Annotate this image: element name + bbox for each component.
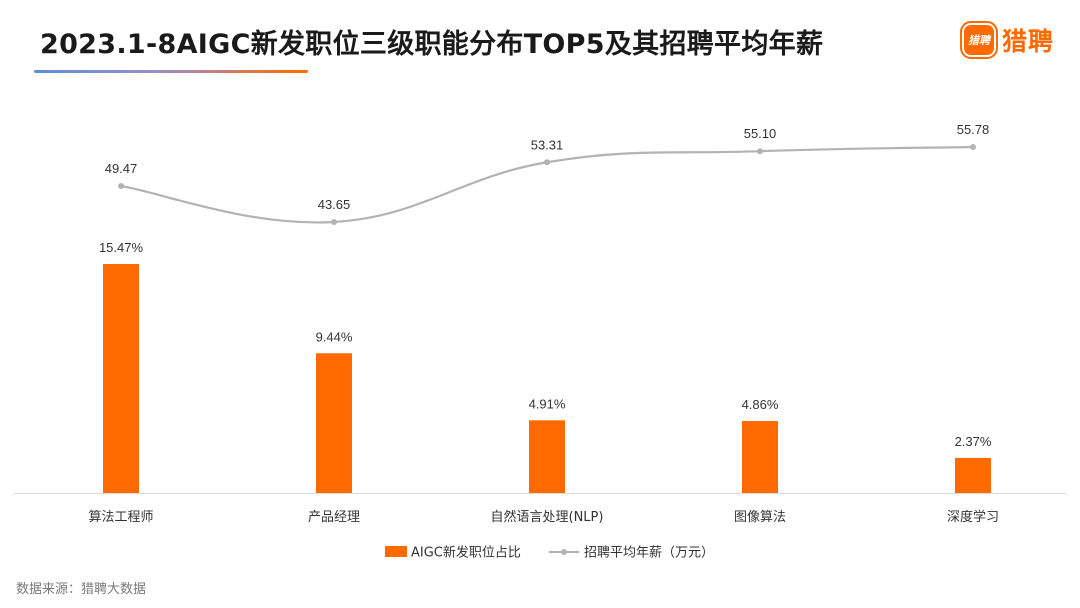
bar-value-label: 9.44%	[316, 329, 353, 344]
bar-value-label: 4.86%	[742, 397, 779, 412]
bar	[103, 264, 139, 493]
salary-point	[118, 183, 124, 190]
x-tick-label: 图像算法	[734, 510, 786, 525]
salary-value-label: 43.65	[318, 197, 351, 212]
salary-value-label: 55.78	[957, 122, 990, 137]
brand-name: 猎聘	[1001, 27, 1054, 56]
x-tick-label: 产品经理	[308, 510, 360, 525]
title-underline	[34, 70, 308, 73]
x-tick-label: 算法工程师	[88, 510, 153, 525]
x-tick-label: 自然语言处理(NLP)	[491, 509, 604, 525]
brand-mark-icon: 猎聘	[959, 21, 998, 59]
data-source: 数据来源：猎聘大数据	[16, 582, 147, 597]
legend-bar-swatch	[385, 546, 407, 557]
salary-point	[544, 159, 550, 166]
legend-line-label: 招聘平均年薪（万元）	[584, 546, 714, 561]
x-tick-label: 深度学习	[947, 509, 999, 525]
legend-bar-label: AIGC新发职位占比	[411, 545, 521, 561]
bar	[742, 421, 778, 493]
salary-value-label: 49.47	[105, 161, 138, 176]
bar-value-label: 15.47%	[99, 240, 144, 255]
salary-point	[757, 148, 763, 155]
bar	[529, 420, 565, 493]
brand-logo: 猎聘 猎聘	[959, 21, 1054, 59]
salary-point	[331, 219, 337, 225]
bar	[955, 457, 991, 493]
salary-value-label: 55.10	[744, 126, 777, 141]
bar	[316, 353, 352, 493]
page-title: 2023.1-8AIGC新发职位三级职能分布TOP5及其招聘平均年薪	[40, 29, 824, 60]
salary-point	[970, 144, 976, 150]
legend-line-marker	[561, 549, 567, 555]
bar-value-label: 4.91%	[529, 396, 566, 411]
salary-value-label: 53.31	[531, 137, 564, 152]
bar-value-label: 2.37%	[955, 434, 992, 449]
salary-line	[120, 145, 974, 224]
